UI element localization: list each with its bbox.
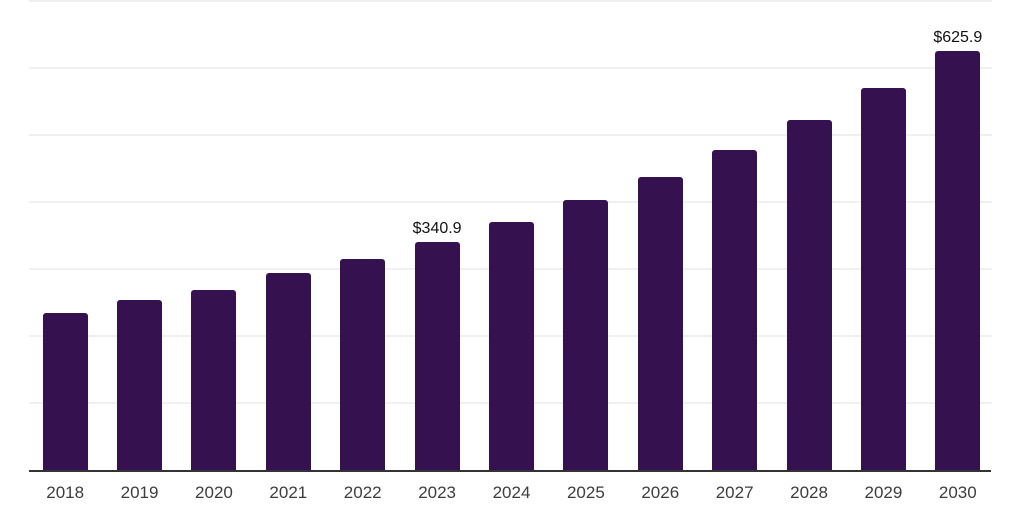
bar-2022 [340, 258, 386, 470]
x-axis-label-2030: 2030 [938, 483, 977, 502]
x-axis-label-2027: 2027 [715, 483, 754, 502]
bar-2019 [117, 299, 163, 470]
gridline-500 [29, 134, 992, 136]
x-axis-label-2029: 2029 [864, 483, 903, 502]
bar-2025 [563, 200, 609, 470]
bar-2026 [637, 177, 683, 470]
x-axis-label-2024: 2024 [492, 483, 531, 502]
bar-2018 [42, 313, 88, 470]
x-axis-label-2021: 2021 [269, 483, 308, 502]
x-axis-label-2026: 2026 [641, 483, 680, 502]
x-axis-label-2020: 2020 [195, 483, 233, 502]
x-axis-label-2019: 2019 [120, 483, 159, 502]
x-axis-label-2025: 2025 [566, 483, 605, 502]
bar-2028 [786, 120, 832, 470]
x-axis-label-2018: 2018 [46, 483, 85, 502]
bar-2020 [191, 289, 237, 470]
bar-2030 [935, 50, 981, 470]
gridline-700 [29, 0, 992, 2]
bar-2027 [712, 149, 758, 470]
x-axis-label-2022: 2022 [343, 483, 382, 502]
x-axis-label-2028: 2028 [790, 483, 828, 502]
bar-2021 [265, 273, 311, 470]
gridline-400 [29, 201, 992, 203]
gridline-600 [29, 67, 992, 69]
x-axis-line [29, 470, 991, 472]
x-axis-label-2023: 2023 [418, 483, 457, 502]
bar-2029 [860, 88, 906, 470]
bar-2023 [414, 241, 460, 470]
bar-2024 [489, 222, 534, 470]
data-label-2023: $340.9 [412, 219, 462, 237]
data-label-2030: $625.9 [933, 28, 983, 46]
